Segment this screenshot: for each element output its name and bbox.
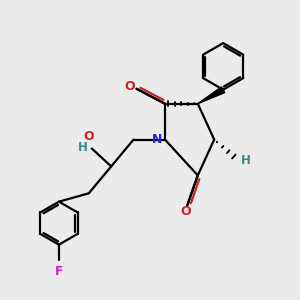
Text: O: O bbox=[83, 130, 94, 143]
Polygon shape bbox=[198, 87, 225, 104]
Text: N: N bbox=[152, 133, 162, 146]
Text: O: O bbox=[181, 205, 191, 218]
Text: H: H bbox=[78, 140, 88, 154]
Text: O: O bbox=[125, 80, 135, 93]
Text: F: F bbox=[55, 265, 63, 278]
Text: H: H bbox=[241, 154, 250, 167]
